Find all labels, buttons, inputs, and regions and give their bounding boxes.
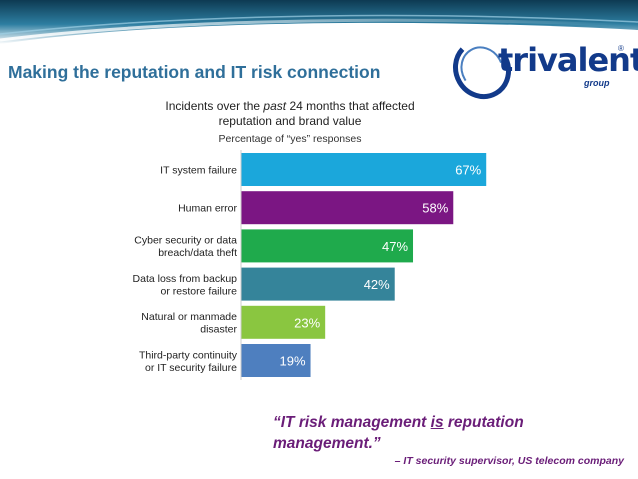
page-title: Making the reputation and IT risk connec… — [8, 62, 381, 82]
bar-6 — [241, 344, 311, 377]
logo-registered-mark: ® — [618, 44, 624, 53]
category-label-1: IT system failure — [160, 165, 237, 177]
logo-wordmark: trivalent — [498, 41, 638, 79]
chart-title: Incidents over the past 24 months that a… — [150, 99, 430, 129]
bar-value-label-6: 19% — [280, 354, 306, 369]
category-label-2: Human error — [178, 203, 237, 215]
trivalent-logo: trivalent ® group — [452, 36, 638, 102]
chart-title-pre: Incidents over the — [165, 99, 264, 113]
quote-part-2: reputation management.” — [273, 414, 524, 452]
bar-value-label-4: 42% — [364, 277, 390, 292]
category-label-5: Natural or manmade disaster — [141, 311, 237, 336]
bar-value-label-5: 23% — [294, 315, 320, 330]
bar-value-label-2: 58% — [422, 201, 448, 216]
logo-swoosh-icon — [452, 38, 512, 100]
category-label-4: Data loss from backup or restore failure — [133, 273, 238, 298]
bar-1 — [241, 153, 487, 186]
quote-text: “IT risk management is reputation manage… — [273, 412, 593, 454]
quote-part-1: “IT risk management — [273, 414, 431, 431]
quote-underlined-word: is — [430, 414, 444, 431]
chart-title-emphasis: past — [263, 99, 287, 113]
chart-subtitle: Percentage of “yes” responses — [218, 133, 362, 145]
bar-2 — [241, 191, 454, 225]
bar-3 — [241, 229, 414, 263]
logo-subtext: group — [584, 78, 610, 88]
category-label-3: Cyber security or data breach/data theft — [134, 235, 237, 260]
quote-attribution: – IT security supervisor, US telecom com… — [394, 455, 624, 467]
bar-4 — [241, 267, 395, 301]
header-gradient-band — [0, 0, 638, 44]
chart-title-post: 24 months that affected reputation and b… — [218, 99, 415, 128]
bar-value-label-1: 67% — [455, 163, 481, 178]
category-label-6: Third-party continuity or IT security fai… — [139, 349, 238, 374]
bar-5 — [241, 305, 326, 339]
bar-value-label-3: 47% — [382, 239, 408, 254]
